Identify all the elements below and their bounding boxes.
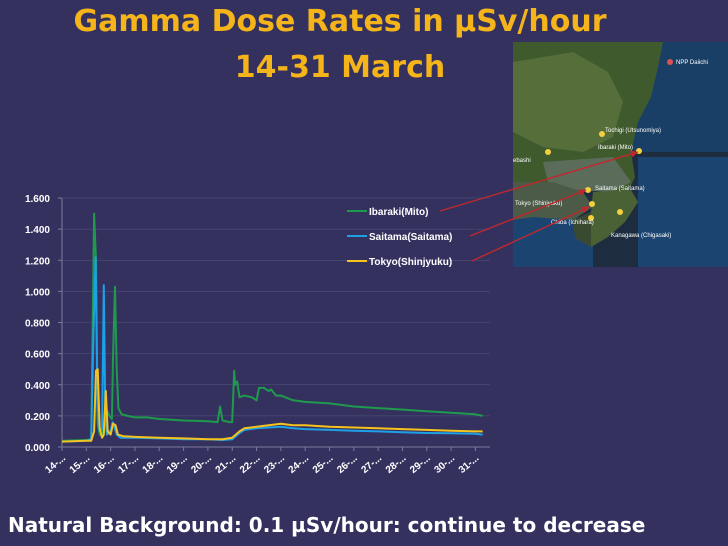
x-tick-label: 14-... [43, 453, 68, 476]
x-tick-label: 30-... [432, 453, 457, 476]
x-tick-label: 16-... [92, 453, 117, 476]
y-axis-ticks: 0.000 0.200 0.400 0.600 0.800 1.000 1.200 1.400… [25, 194, 490, 454]
connector-arrow [471, 206, 590, 262]
x-tick-label: 15-... [68, 453, 93, 476]
series-lines [61, 212, 483, 443]
map-label-ebashi: ebashi [513, 158, 531, 164]
map-label-ibaraki: Ibaraki (Mito) [598, 145, 633, 151]
series-line-2 [61, 256, 483, 443]
x-tick-label: 17-... [116, 453, 141, 476]
x-axis-ticks: 14-... 15-... 16-... 17-... 18-... 19-... 20-.… [43, 447, 482, 476]
x-tick-label: 18-... [141, 453, 166, 476]
chart-legend: Ibaraki(Mito) Saitama(Saitama) Tokyo(Shinj… [347, 207, 452, 268]
x-tick-label: 24-... [287, 453, 312, 476]
map-connector-arrows [439, 150, 639, 262]
slide-subtitle: 14-31 March [234, 50, 446, 85]
y-tick-label: 1.400 [25, 225, 50, 236]
arrow-head [630, 150, 638, 158]
map-label-saitama: Saitama (Saitama) [595, 186, 645, 192]
x-tick-label: 21-... [214, 453, 239, 476]
map-label-tokyo: Tokyo (Shinjyuku) [515, 201, 562, 207]
japan-map-image: NPP Daiichi Tochigi (Utsunomiya) Ibaraki… [513, 42, 728, 267]
x-tick-label: 26-... [335, 453, 360, 476]
slide-title: Gamma Dose Rates in µSv/hour [73, 4, 607, 39]
legend-label: Ibaraki(Mito) [369, 207, 428, 218]
x-tick-label: 22-... [238, 453, 263, 476]
map-label-tochigi: Tochigi (Utsunomiya) [605, 128, 661, 134]
legend-label: Tokyo(Shinjyuku) [369, 257, 452, 268]
series-line-3 [61, 368, 483, 443]
connector-arrow [439, 151, 639, 212]
map-label-npp: NPP Daiichi [676, 60, 708, 66]
arrow-head [578, 189, 586, 196]
legend-label: Saitama(Saitama) [369, 232, 452, 243]
connector-arrow [469, 189, 587, 237]
map-label-chiba: Chiba (Ichihara) [551, 220, 594, 226]
footer-note: Natural Background: 0.1 µSv/hour: contin… [8, 513, 646, 537]
x-tick-label: 31-... [457, 453, 482, 476]
y-tick-label: 1.000 [25, 287, 50, 298]
y-tick-label: 0.800 [25, 319, 50, 330]
map-markers [545, 59, 673, 221]
arrow-head [581, 206, 589, 214]
y-tick-label: 1.200 [25, 256, 50, 267]
map-label-kanagawa: Kanagawa (Chigasaki) [611, 233, 671, 239]
x-tick-label: 19-... [165, 453, 190, 476]
x-tick-label: 27-... [360, 453, 385, 476]
y-tick-label: 1.600 [25, 194, 50, 205]
x-tick-label: 25-... [311, 453, 336, 476]
y-tick-label: 0.200 [25, 412, 50, 423]
series-line-1 [61, 212, 483, 442]
y-tick-label: 0.400 [25, 381, 50, 392]
y-tick-label: 0.600 [25, 350, 50, 361]
x-tick-label: 28-... [384, 453, 409, 476]
x-tick-label: 23-... [262, 453, 287, 476]
y-tick-label: 0.000 [25, 443, 50, 454]
x-tick-label: 20-... [189, 453, 214, 476]
x-tick-label: 29-... [408, 453, 433, 476]
